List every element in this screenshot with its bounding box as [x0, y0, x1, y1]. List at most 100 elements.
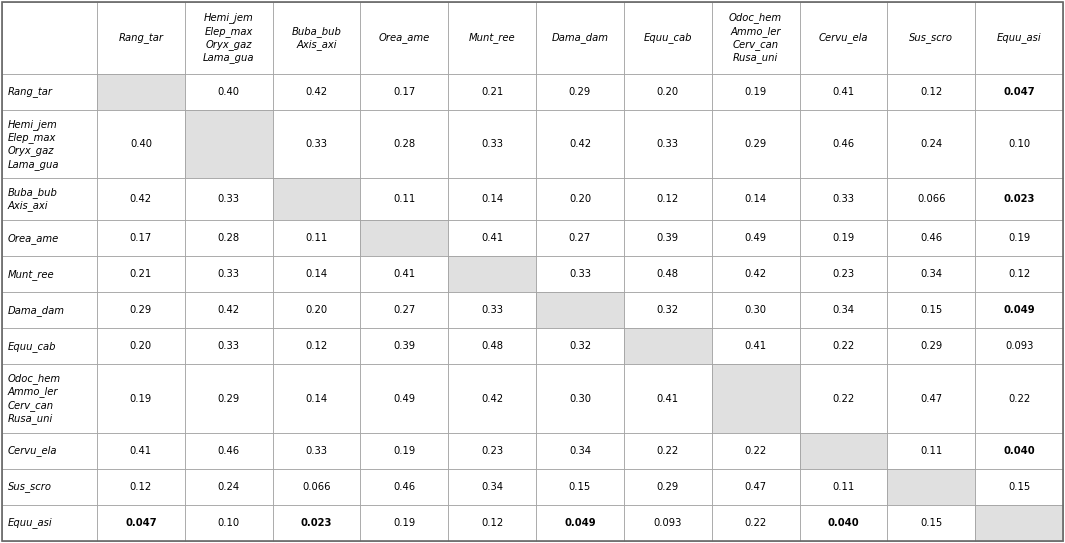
Bar: [2, 110, 97, 179]
Bar: [448, 74, 536, 110]
Text: 0.14: 0.14: [744, 194, 767, 204]
Text: 0.17: 0.17: [130, 233, 152, 243]
Bar: [97, 292, 185, 329]
Bar: [536, 256, 624, 292]
Text: Munt_ree: Munt_ree: [469, 33, 515, 43]
Bar: [185, 74, 273, 110]
Text: Rang_tar: Rang_tar: [118, 33, 163, 43]
Bar: [97, 2, 185, 74]
Text: 0.46: 0.46: [217, 446, 240, 456]
Text: 0.11: 0.11: [393, 194, 415, 204]
Bar: [448, 469, 536, 505]
Bar: [887, 364, 976, 433]
Bar: [360, 74, 448, 110]
Bar: [2, 74, 97, 110]
Bar: [273, 433, 360, 469]
Text: 0.33: 0.33: [481, 139, 503, 149]
Text: 0.15: 0.15: [920, 305, 943, 315]
Text: 0.33: 0.33: [217, 342, 240, 351]
Text: Munt_ree: Munt_ree: [9, 269, 54, 280]
Text: 0.28: 0.28: [393, 139, 415, 149]
Text: 0.34: 0.34: [920, 269, 943, 279]
Text: 0.093: 0.093: [1005, 342, 1033, 351]
Text: 0.12: 0.12: [306, 342, 328, 351]
Bar: [97, 74, 185, 110]
Text: Dama_dam: Dama_dam: [9, 305, 65, 316]
Bar: [536, 329, 624, 364]
Text: Cervu_ela: Cervu_ela: [819, 33, 868, 43]
Text: 0.30: 0.30: [569, 394, 591, 403]
Bar: [887, 505, 976, 541]
Bar: [711, 256, 800, 292]
Bar: [273, 292, 360, 329]
Text: 0.023: 0.023: [300, 518, 332, 528]
Bar: [2, 364, 97, 433]
Text: 0.29: 0.29: [744, 139, 767, 149]
Bar: [185, 179, 273, 220]
Text: 0.49: 0.49: [744, 233, 767, 243]
Text: Hemi_jem
Elep_max
Oryx_gaz
Lama_gua: Hemi_jem Elep_max Oryx_gaz Lama_gua: [203, 12, 255, 64]
Text: 0.14: 0.14: [306, 394, 328, 403]
Text: 0.066: 0.066: [917, 194, 946, 204]
Text: 0.10: 0.10: [217, 518, 240, 528]
Bar: [360, 292, 448, 329]
Bar: [97, 505, 185, 541]
Bar: [800, 179, 887, 220]
Text: 0.28: 0.28: [217, 233, 240, 243]
Bar: [360, 110, 448, 179]
Text: 0.20: 0.20: [130, 342, 152, 351]
Bar: [273, 256, 360, 292]
Bar: [976, 74, 1063, 110]
Text: 0.42: 0.42: [217, 305, 240, 315]
Bar: [360, 179, 448, 220]
Text: Odoc_hem
Ammo_ler
Cerv_can
Rusa_uni: Odoc_hem Ammo_ler Cerv_can Rusa_uni: [9, 373, 61, 424]
Bar: [97, 220, 185, 256]
Text: Hemi_jem
Elep_max
Oryx_gaz
Lama_gua: Hemi_jem Elep_max Oryx_gaz Lama_gua: [9, 119, 60, 169]
Text: 0.15: 0.15: [569, 482, 591, 492]
Bar: [536, 74, 624, 110]
Text: 0.42: 0.42: [306, 87, 328, 97]
Bar: [360, 433, 448, 469]
Text: 0.22: 0.22: [744, 518, 767, 528]
Bar: [448, 256, 536, 292]
Text: Equu_asi: Equu_asi: [9, 517, 52, 528]
Text: 0.20: 0.20: [569, 194, 591, 204]
Bar: [887, 110, 976, 179]
Text: 0.29: 0.29: [217, 394, 240, 403]
Bar: [887, 256, 976, 292]
Text: Buba_bub
Axis_axi: Buba_bub Axis_axi: [292, 26, 342, 50]
Bar: [711, 364, 800, 433]
Text: Rang_tar: Rang_tar: [9, 86, 53, 98]
Bar: [2, 329, 97, 364]
Text: Sus_scro: Sus_scro: [910, 33, 953, 43]
Text: 0.33: 0.33: [217, 194, 240, 204]
Bar: [800, 256, 887, 292]
Bar: [97, 179, 185, 220]
Bar: [185, 220, 273, 256]
Text: 0.40: 0.40: [130, 139, 152, 149]
Bar: [976, 110, 1063, 179]
Text: 0.39: 0.39: [393, 342, 415, 351]
Text: 0.41: 0.41: [481, 233, 504, 243]
Text: 0.14: 0.14: [306, 269, 328, 279]
Bar: [97, 433, 185, 469]
Bar: [185, 469, 273, 505]
Bar: [273, 220, 360, 256]
Bar: [800, 329, 887, 364]
Text: 0.12: 0.12: [1007, 269, 1030, 279]
Text: 0.11: 0.11: [920, 446, 943, 456]
Bar: [360, 505, 448, 541]
Text: 0.23: 0.23: [481, 446, 504, 456]
Bar: [976, 256, 1063, 292]
Text: 0.15: 0.15: [920, 518, 943, 528]
Bar: [360, 364, 448, 433]
Bar: [800, 433, 887, 469]
Text: 0.11: 0.11: [306, 233, 328, 243]
Text: 0.11: 0.11: [833, 482, 854, 492]
Text: 0.33: 0.33: [306, 446, 328, 456]
Bar: [273, 505, 360, 541]
Bar: [448, 2, 536, 74]
Text: 0.047: 0.047: [125, 518, 157, 528]
Bar: [97, 256, 185, 292]
Bar: [185, 433, 273, 469]
